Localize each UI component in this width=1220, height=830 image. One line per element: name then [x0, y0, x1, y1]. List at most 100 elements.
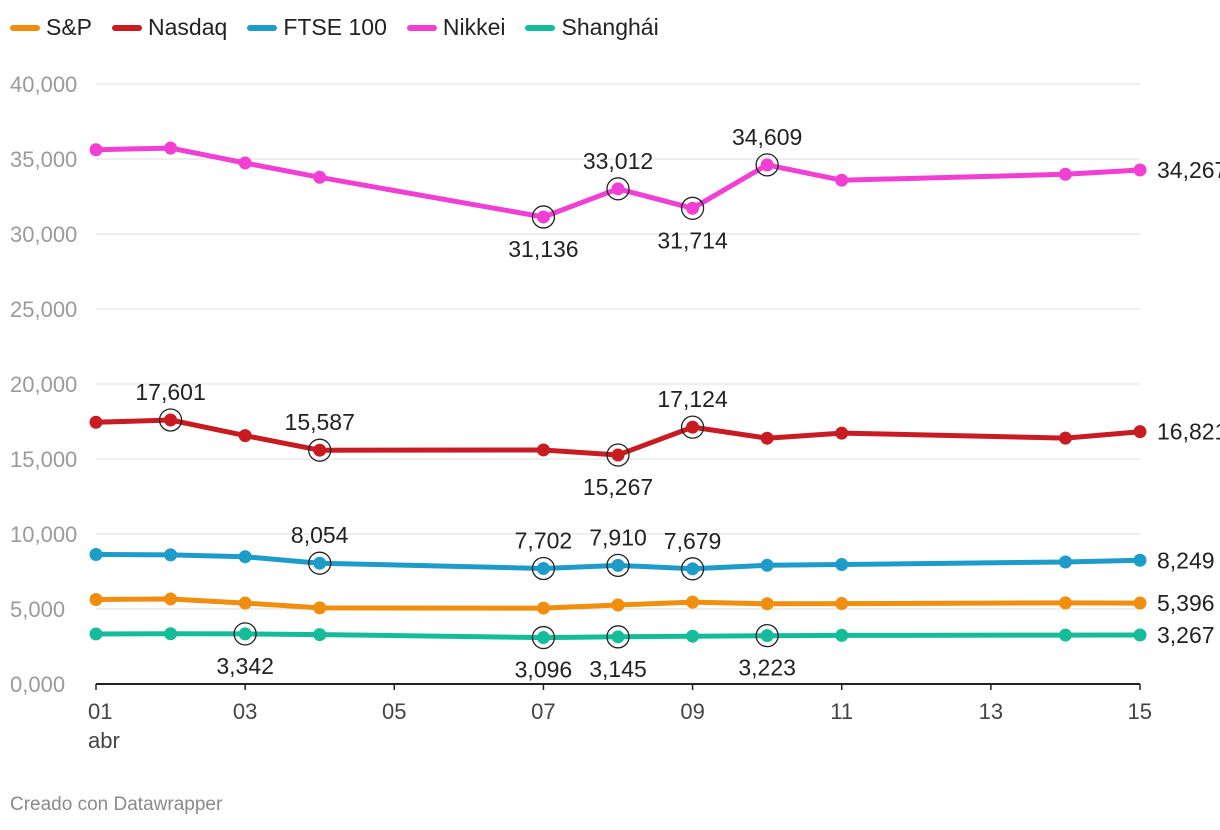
data-point [1058, 555, 1072, 569]
legend-item: Shanghái [525, 14, 659, 41]
data-point [760, 558, 774, 572]
data-point [164, 627, 178, 641]
data-point [238, 596, 252, 610]
data-point [611, 598, 625, 612]
legend-label: S&P [46, 14, 93, 40]
y-tick-label: 15,000 [10, 447, 77, 472]
x-tick-label: 03 [233, 699, 257, 724]
x-tick-label: 05 [382, 699, 406, 724]
data-label: 34,609 [732, 124, 802, 150]
x-tick-sublabel: abr [88, 728, 120, 753]
x-tick-label: 11 [830, 699, 853, 724]
data-point [89, 627, 103, 641]
data-point [1133, 425, 1147, 439]
x-tick-label: 15 [1128, 699, 1152, 724]
annotation-ring [531, 205, 556, 229]
data-label: 7,679 [664, 528, 722, 554]
annotation-ring [755, 624, 779, 648]
legend-item: Nasdaq [112, 14, 227, 41]
data-point [611, 182, 625, 196]
legend-swatch [406, 24, 437, 31]
data-label: 8,054 [291, 522, 349, 548]
y-tick-label: 40,000 [10, 72, 77, 97]
legend-swatch [10, 24, 40, 31]
data-point [536, 210, 550, 224]
x-tick-label: 01 [88, 699, 112, 724]
annotation-ring [606, 443, 630, 467]
line-chart: 0,000 5,000 10,000 15,000 20,000 25,000 30,000… [10, 72, 1220, 753]
data-point [238, 156, 252, 170]
data-point [611, 630, 625, 644]
data-point [536, 443, 550, 457]
data-point [835, 173, 849, 187]
data-point [835, 426, 849, 440]
data-point [686, 595, 700, 609]
y-tick-label: 30,000 [10, 222, 77, 247]
x-tick-label: 09 [680, 699, 704, 724]
data-point [89, 143, 103, 157]
data-point [1058, 431, 1072, 445]
data-point [313, 443, 327, 457]
data-label: 15,587 [285, 409, 355, 435]
legend-item: S&P [10, 14, 92, 41]
annotation-ring [308, 551, 332, 575]
data-point [164, 141, 178, 155]
annotation-ring [606, 177, 630, 201]
legend-label: FTSE 100 [283, 14, 387, 40]
data-label: 31,714 [657, 227, 728, 253]
annotation-ring [606, 553, 630, 577]
annotation-ring [308, 438, 332, 462]
data-point [89, 415, 103, 429]
x-tick-label: 07 [531, 699, 555, 724]
data-point [760, 629, 774, 643]
annotation-ring [606, 625, 630, 649]
x-tick-label: 13 [979, 699, 1003, 724]
annotation-ring [158, 408, 183, 432]
legend-item: FTSE 100 [247, 14, 387, 41]
data-point [238, 627, 252, 641]
data-point [835, 597, 849, 611]
grid-layer [96, 83, 1140, 610]
legend-label: Nikkei [442, 14, 506, 40]
annotation-layer: 5,396 17,601 15,587 15,267 17,124 16,821 8,054… [135, 124, 1220, 683]
data-label: 5,396 [1157, 590, 1215, 616]
data-point [536, 561, 550, 575]
y-tick-label: 0,000 [10, 672, 65, 697]
data-point [1133, 163, 1147, 177]
data-label: 15,267 [583, 474, 653, 500]
data-point [313, 556, 327, 570]
data-point [686, 201, 700, 215]
data-label: 3,145 [589, 656, 647, 682]
data-point [1133, 596, 1147, 610]
footer-credit: Creado con Datawrapper [10, 794, 223, 815]
data-label: 17,601 [135, 379, 205, 405]
data-point [760, 597, 774, 611]
y-tick-label: 10,000 [10, 522, 77, 547]
series-layer [89, 141, 1147, 645]
data-label: 7,702 [515, 527, 573, 553]
y-tick-label: 35,000 [10, 147, 77, 172]
data-point [835, 558, 849, 572]
data-point [238, 550, 252, 564]
data-label: 3,223 [738, 655, 796, 681]
annotation-ring [233, 622, 257, 646]
data-label: 34,267 [1157, 157, 1220, 183]
data-point [611, 558, 625, 572]
annotation-ring [531, 625, 556, 650]
data-point [164, 592, 178, 606]
legend-label: Shanghái [561, 14, 659, 40]
data-point [313, 628, 327, 642]
annotation-ring [531, 556, 556, 581]
data-point [1058, 628, 1072, 642]
chart-legend: S&P Nasdaq FTSE 100 Nikkei Shanghái [10, 14, 659, 41]
data-point [313, 601, 327, 615]
annotation-ring [680, 415, 705, 439]
data-point [1058, 167, 1072, 181]
data-point [835, 628, 849, 642]
data-label: 3,342 [216, 653, 274, 679]
data-point [238, 429, 252, 443]
data-point [89, 547, 103, 561]
annotation-ring [755, 153, 779, 177]
y-tick-label: 25,000 [10, 297, 77, 322]
data-point [536, 601, 550, 615]
